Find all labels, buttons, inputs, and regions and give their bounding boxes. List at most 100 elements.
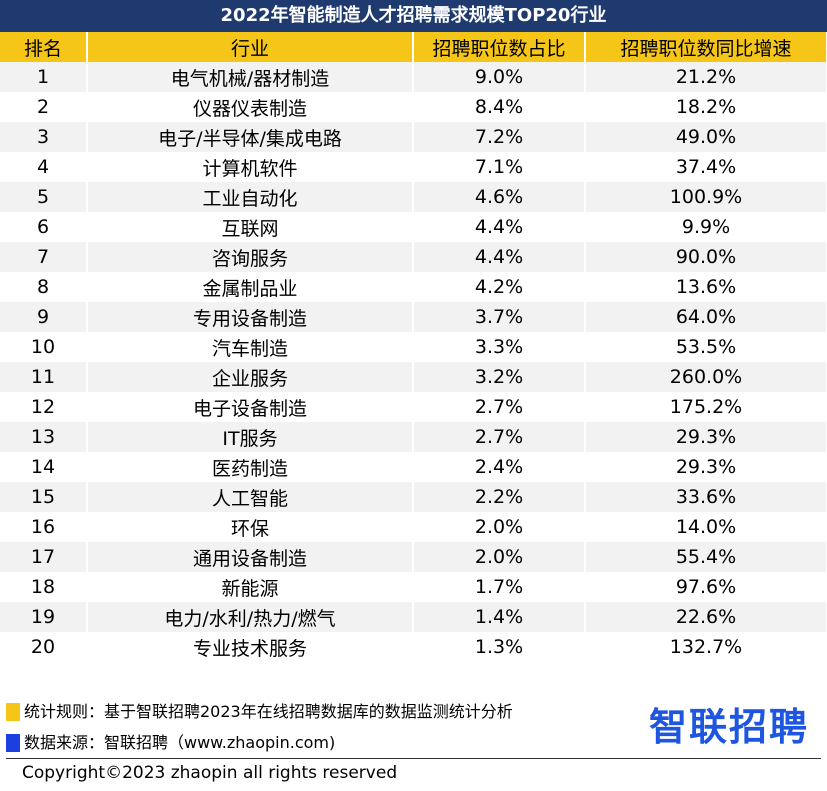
header-cell: 排名 xyxy=(0,32,88,62)
copyright: Copyright©2023 zhaopin all rights reserv… xyxy=(22,763,398,783)
table-row: 19 电力/水利/热力/燃气 1.4% 22.6% xyxy=(0,602,827,632)
table-cell: 175.2% xyxy=(585,392,827,422)
table-cell: 环保 xyxy=(87,512,414,542)
table-cell: 电力/水利/热力/燃气 xyxy=(87,602,414,632)
table-cell: 医药制造 xyxy=(87,452,414,482)
table-cell: 电气机械/器材制造 xyxy=(87,62,414,92)
table-cell: 通用设备制造 xyxy=(87,542,414,572)
table-cell: 37.4% xyxy=(585,152,827,182)
header-cell: 招聘职位数同比增速 xyxy=(585,32,827,62)
table-row: 1 电气机械/器材制造 9.0% 21.2% xyxy=(0,62,827,92)
table-row: 6 互联网 4.4% 9.9% xyxy=(0,212,827,242)
table-row: 3 电子/半导体/集成电路 7.2% 49.0% xyxy=(0,122,827,152)
table-cell: 2.0% xyxy=(413,542,586,572)
table-cell: 19 xyxy=(0,602,88,632)
divider xyxy=(6,758,821,759)
table-cell: 8 xyxy=(0,272,88,302)
header-cell: 行业 xyxy=(87,32,414,62)
table-cell: 14 xyxy=(0,452,88,482)
table-cell: 10 xyxy=(0,332,88,362)
table-cell: 49.0% xyxy=(585,122,827,152)
table-row: 4 计算机软件 7.1% 37.4% xyxy=(0,152,827,182)
header-row: 排名 行业 招聘职位数占比 招聘职位数同比增速 xyxy=(0,32,827,62)
table-row: 11 企业服务 3.2% 260.0% xyxy=(0,362,827,392)
table-cell: 7.2% xyxy=(413,122,586,152)
logo: 智联招聘 xyxy=(648,705,809,749)
table-row: 20 专业技术服务 1.3% 132.7% xyxy=(0,632,827,662)
table-cell: 电子设备制造 xyxy=(87,392,414,422)
table-cell: 29.3% xyxy=(585,452,827,482)
table-cell: 计算机软件 xyxy=(87,152,414,182)
table-cell: 13 xyxy=(0,422,88,452)
note-row: 数据来源：智联招聘（www.zhaopin.com) xyxy=(6,733,335,753)
header-cell: 招聘职位数占比 xyxy=(413,32,586,62)
table-cell: 9.9% xyxy=(585,212,827,242)
table-cell: 7.1% xyxy=(413,152,586,182)
table-cell: 14.0% xyxy=(585,512,827,542)
table-cell: 18.2% xyxy=(585,92,827,122)
table-cell: 9 xyxy=(0,302,88,332)
table-cell: 100.9% xyxy=(585,182,827,212)
table-row: 7 咨询服务 4.4% 90.0% xyxy=(0,242,827,272)
table-cell: 专用设备制造 xyxy=(87,302,414,332)
table-cell: 64.0% xyxy=(585,302,827,332)
table-header: 排名 行业 招聘职位数占比 招聘职位数同比增速 xyxy=(0,32,827,62)
table-row: 10 汽车制造 3.3% 53.5% xyxy=(0,332,827,362)
table-cell: 3.7% xyxy=(413,302,586,332)
table-cell: 4.4% xyxy=(413,212,586,242)
yellow-marker xyxy=(6,703,20,721)
table-cell: 2 xyxy=(0,92,88,122)
table-cell: 2.7% xyxy=(413,422,586,452)
table-cell: 9.0% xyxy=(413,62,586,92)
table-cell: IT服务 xyxy=(87,422,414,452)
table-row: 16 环保 2.0% 14.0% xyxy=(0,512,827,542)
table-cell: 工业自动化 xyxy=(87,182,414,212)
table-cell: 4 xyxy=(0,152,88,182)
table-cell: 16 xyxy=(0,512,88,542)
table-cell: 1.7% xyxy=(413,572,586,602)
table-cell: 1 xyxy=(0,62,88,92)
table-cell: 5 xyxy=(0,182,88,212)
note-row: 统计规则：基于智联招聘2023年在线招聘数据库的数据监测统计分析 xyxy=(6,702,513,722)
table-cell: 97.6% xyxy=(585,572,827,602)
table-cell: 20 xyxy=(0,632,88,662)
table-cell: 企业服务 xyxy=(87,362,414,392)
table-cell: 132.7% xyxy=(585,632,827,662)
table-row: 17 通用设备制造 2.0% 55.4% xyxy=(0,542,827,572)
table-cell: 专业技术服务 xyxy=(87,632,414,662)
note: 统计规则：基于智联招聘2023年在线招聘数据库的数据监测统计分析 xyxy=(24,702,513,721)
table-cell: 4.6% xyxy=(413,182,586,212)
table-row: 5 工业自动化 4.6% 100.9% xyxy=(0,182,827,212)
table-cell: 33.6% xyxy=(585,482,827,512)
table-cell: 1.3% xyxy=(413,632,586,662)
table-row: 8 金属制品业 4.2% 13.6% xyxy=(0,272,827,302)
table-cell: 13.6% xyxy=(585,272,827,302)
table-row: 2 仪器仪表制造 8.4% 18.2% xyxy=(0,92,827,122)
table-cell: 2.4% xyxy=(413,452,586,482)
note: 数据来源：智联招聘（www.zhaopin.com) xyxy=(24,733,336,752)
table-cell: 3.2% xyxy=(413,362,586,392)
table-cell: 2.0% xyxy=(413,512,586,542)
table-cell: 6 xyxy=(0,212,88,242)
table-cell: 3.3% xyxy=(413,332,586,362)
table-cell: 12 xyxy=(0,392,88,422)
table-cell: 15 xyxy=(0,482,88,512)
table-row: 12 电子设备制造 2.7% 175.2% xyxy=(0,392,827,422)
table-cell: 18 xyxy=(0,572,88,602)
table-row: 14 医药制造 2.4% 29.3% xyxy=(0,452,827,482)
table-cell: 1.4% xyxy=(413,602,586,632)
table-cell: 17 xyxy=(0,542,88,572)
table-cell: 电子/半导体/集成电路 xyxy=(87,122,414,152)
table-row: 18 新能源 1.7% 97.6% xyxy=(0,572,827,602)
table-cell: 金属制品业 xyxy=(87,272,414,302)
table: 排名 行业 招聘职位数占比 招聘职位数同比增速 1 电气机械/器材制造 9.0% 21.2%… xyxy=(0,32,827,662)
table-cell: 55.4% xyxy=(585,542,827,572)
table-cell: 咨询服务 xyxy=(87,242,414,272)
table-cell: 8.4% xyxy=(413,92,586,122)
table-cell: 3 xyxy=(0,122,88,152)
table-cell: 2.2% xyxy=(413,482,586,512)
table-row: 9 专用设备制造 3.7% 64.0% xyxy=(0,302,827,332)
table-row: 15 人工智能 2.2% 33.6% xyxy=(0,482,827,512)
table-cell: 7 xyxy=(0,242,88,272)
